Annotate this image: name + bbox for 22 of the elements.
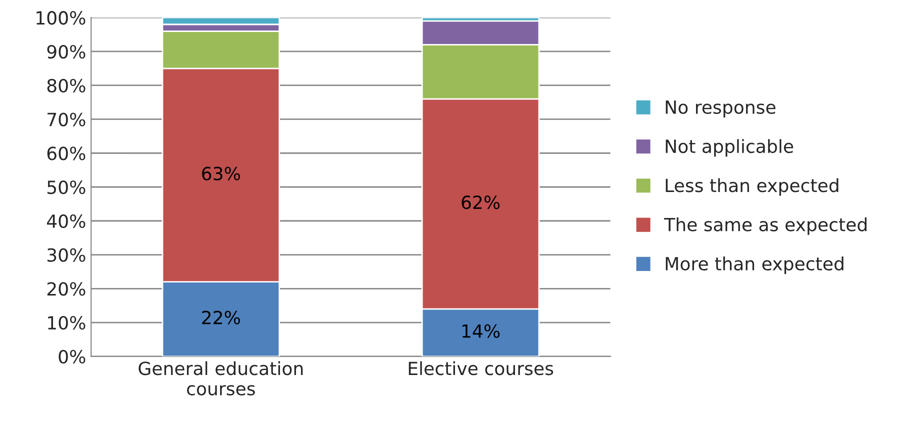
y-tick-label: 50% bbox=[48, 180, 86, 194]
y-tick-label: 30% bbox=[47, 248, 86, 262]
y-tick-label: 20% bbox=[47, 282, 86, 296]
legend-label: The same as expected bbox=[664, 217, 867, 235]
y-tick-label: 70% bbox=[48, 112, 86, 126]
y-tick-label: 60% bbox=[47, 146, 86, 160]
y-tick-label: 80% bbox=[47, 78, 86, 92]
y-tick-label: 0% bbox=[58, 350, 86, 364]
x-tick-label: General education courses bbox=[138, 361, 303, 396]
data-label: 62% bbox=[462, 196, 500, 210]
legend-label: Not applicable bbox=[666, 139, 794, 157]
y-tick-label: 40% bbox=[46, 214, 86, 228]
y-tick-label: 90% bbox=[47, 44, 86, 59]
data-label: 63% bbox=[202, 166, 240, 180]
legend-label: No response bbox=[666, 100, 776, 118]
legend-label: More than expected bbox=[666, 256, 844, 274]
y-tick-label: 100% bbox=[36, 11, 86, 25]
data-label: 14% bbox=[462, 324, 500, 338]
data-label: 22% bbox=[202, 310, 240, 324]
x-tick-label: Elective courses bbox=[408, 361, 554, 376]
legend-label: Less than expected bbox=[666, 178, 838, 196]
y-tick-label: 10% bbox=[48, 316, 86, 330]
